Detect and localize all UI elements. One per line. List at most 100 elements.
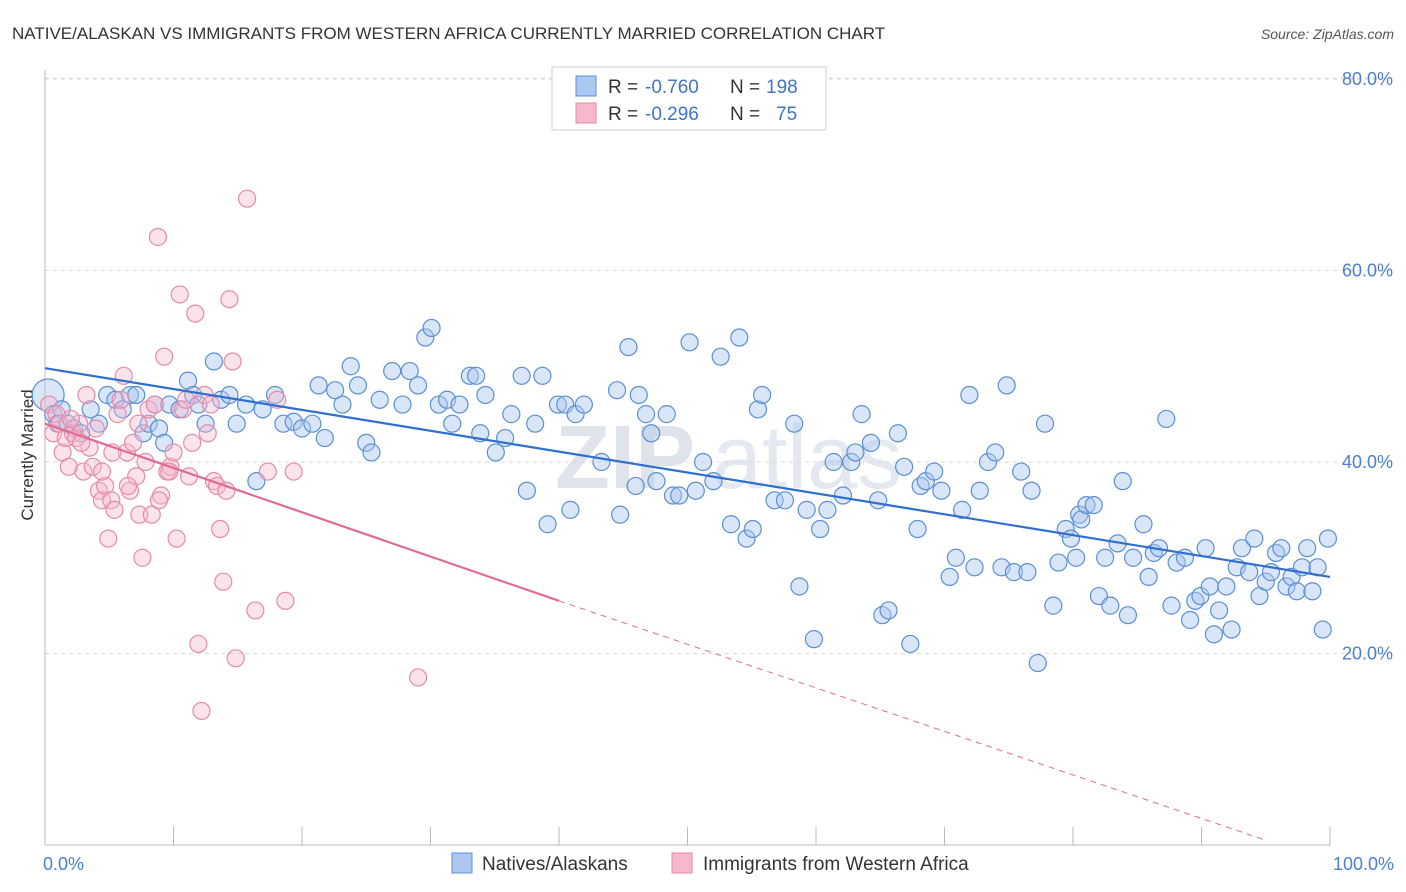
legend-swatch-pink [575, 102, 597, 124]
data-point-natives [341, 357, 360, 376]
legend-r-value: -0.296 [645, 104, 699, 125]
series-natives-alaskans [31, 318, 1338, 673]
legend-swatch-immigrants [671, 852, 693, 874]
legend-n-label: N = [730, 104, 760, 125]
data-point-natives [1298, 539, 1317, 558]
data-point-natives [861, 433, 881, 452]
y-tick-labels: 20.0% 40.0% 60.0% 80.0% [1342, 69, 1393, 664]
data-point-natives [686, 481, 705, 500]
data-point-natives [236, 395, 256, 414]
data-point-natives [155, 433, 174, 452]
data-point-immigrants [105, 500, 124, 519]
data-point-natives [526, 414, 545, 433]
data-point-natives [533, 366, 552, 385]
data-point-immigrants [198, 424, 217, 443]
stats-legend-box [551, 66, 827, 131]
data-point-natives [873, 606, 892, 625]
data-point-natives [790, 577, 809, 596]
data-point-immigrants [61, 409, 81, 429]
data-point-natives [1096, 548, 1115, 567]
data-point-natives [997, 376, 1016, 395]
data-point-natives [730, 328, 749, 347]
data-point-natives [647, 472, 666, 491]
data-point-natives [1067, 548, 1086, 567]
data-point-immigrants [170, 285, 189, 304]
data-point-immigrants [176, 390, 196, 409]
data-point-natives [1044, 596, 1063, 615]
data-point-natives [1049, 553, 1068, 572]
data-point-natives [804, 630, 824, 649]
data-point-natives [592, 452, 611, 472]
data-point-natives [775, 491, 795, 510]
data-point-natives [693, 452, 713, 472]
data-point-natives [1157, 409, 1176, 429]
data-point-natives [476, 385, 495, 405]
chart-source: Source: ZipAtlas.com [1261, 26, 1394, 42]
data-point-immigrants [77, 385, 96, 405]
data-point-natives [642, 424, 661, 443]
x-tick-label: 100.0% [1333, 854, 1394, 874]
data-point-immigrants [183, 433, 202, 452]
data-point-immigrants [99, 529, 118, 548]
data-point-natives [315, 428, 334, 448]
data-point-immigrants [145, 395, 164, 414]
data-point-natives [986, 443, 1005, 462]
data-point-natives [852, 405, 871, 424]
data-point-immigrants [74, 462, 93, 481]
data-point-natives [894, 457, 914, 476]
data-point-natives [1272, 539, 1291, 558]
data-point-natives [1022, 481, 1041, 500]
y-tick-label: 40.0% [1342, 452, 1393, 472]
data-point-natives [1222, 620, 1241, 639]
data-point-natives [965, 558, 984, 577]
data-point-natives [1287, 582, 1306, 601]
data-point-natives [1256, 572, 1275, 591]
data-point-natives [362, 443, 381, 462]
data-point-natives [1303, 582, 1322, 601]
data-point-natives [748, 400, 768, 419]
data-point-natives [901, 634, 920, 654]
series-legend: Natives/Alaskans Immigrants from Western… [451, 852, 969, 875]
axes [44, 70, 1331, 846]
data-point-natives [1162, 596, 1181, 615]
data-point-natives [333, 395, 352, 414]
data-point-natives [743, 519, 762, 539]
data-point-immigrants [223, 352, 242, 371]
data-point-natives [1196, 539, 1215, 558]
data-point-immigrants [167, 529, 186, 548]
data-point-natives [139, 414, 158, 433]
data-point-natives [670, 486, 689, 505]
data-point-natives [607, 381, 627, 400]
data-point-natives [869, 491, 888, 510]
data-point-natives [370, 390, 389, 409]
data-point-immigrants [268, 390, 287, 409]
data-point-natives [303, 414, 322, 433]
data-point-immigrants [408, 668, 428, 687]
data-point-natives [1240, 563, 1259, 582]
data-point-immigrants [192, 701, 211, 721]
data-point-natives [81, 400, 100, 419]
data-point-natives [326, 381, 345, 400]
data-point-immigrants [258, 462, 277, 481]
data-point-natives [940, 567, 959, 587]
data-point-immigrants [217, 481, 236, 500]
data-point-immigrants [155, 347, 174, 366]
data-point-natives [765, 491, 784, 510]
data-point-immigrants [111, 390, 130, 409]
data-point-immigrants [226, 649, 245, 668]
trend-line-natives [44, 367, 1331, 578]
data-point-natives [466, 366, 486, 385]
data-point-natives [1028, 653, 1047, 673]
legend-item-natives: Natives/Alaskans [482, 854, 628, 875]
data-point-natives [1018, 563, 1037, 582]
data-point-natives [888, 424, 907, 443]
legend-swatch-natives [451, 852, 473, 874]
data-point-natives [1217, 577, 1236, 596]
legend-item-immigrants: Immigrants from Western Africa [703, 854, 969, 875]
data-point-natives [1318, 529, 1338, 548]
data-point-natives [574, 395, 593, 414]
data-point-immigrants [130, 505, 149, 524]
data-point-natives [711, 347, 730, 366]
data-point-natives [925, 462, 944, 481]
